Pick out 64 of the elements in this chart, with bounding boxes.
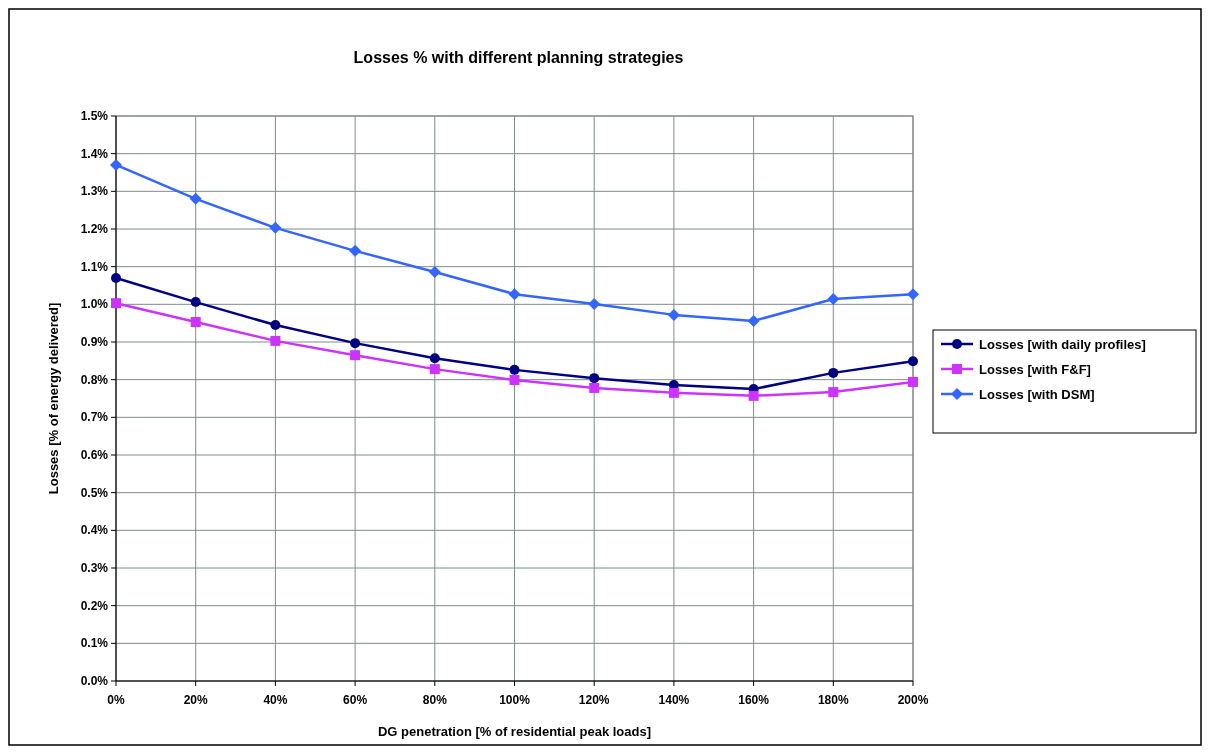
y-tick-label: 1.0% bbox=[80, 297, 109, 312]
point bbox=[827, 293, 840, 306]
y-tick-label: 1.4% bbox=[80, 146, 109, 161]
point bbox=[509, 364, 520, 375]
y-tick-label: 0.4% bbox=[80, 523, 109, 538]
point bbox=[668, 387, 679, 398]
point bbox=[907, 288, 919, 301]
point bbox=[111, 298, 121, 309]
legend-label: Losses [with daily profiles] bbox=[979, 337, 1146, 352]
point bbox=[588, 297, 601, 310]
x-tick-label: 60% bbox=[343, 693, 368, 707]
point bbox=[349, 244, 362, 257]
point bbox=[111, 272, 121, 283]
x-tick-label: 140% bbox=[658, 693, 690, 707]
y-tick-label: 0.0% bbox=[80, 674, 109, 688]
point bbox=[189, 192, 202, 205]
y-tick-label: 0.8% bbox=[80, 372, 109, 387]
x-tick-label: 100% bbox=[499, 693, 531, 707]
y-tick-label: 1.3% bbox=[80, 184, 109, 199]
y-tick-label: 1.2% bbox=[80, 222, 109, 236]
point bbox=[508, 288, 521, 301]
point bbox=[270, 335, 281, 346]
x-tick-label: 40% bbox=[263, 693, 288, 707]
point bbox=[828, 367, 839, 378]
point bbox=[110, 158, 122, 171]
point bbox=[428, 265, 441, 278]
y-tick-label: 0.2% bbox=[80, 598, 109, 613]
x-tick-label: 80% bbox=[422, 693, 448, 707]
y-tick-label: 0.6% bbox=[80, 448, 109, 462]
point bbox=[908, 376, 918, 387]
y-axis-title: Losses [% of energy delivered] bbox=[46, 302, 61, 495]
point bbox=[190, 297, 201, 308]
y-tick-label: 1.5% bbox=[80, 109, 109, 123]
point bbox=[908, 356, 918, 367]
x-tick-label: 20% bbox=[183, 693, 209, 707]
point bbox=[190, 317, 201, 328]
point bbox=[828, 387, 839, 398]
point bbox=[350, 338, 361, 349]
point bbox=[509, 375, 520, 386]
y-tick-label: 1.1% bbox=[80, 259, 109, 274]
point bbox=[269, 221, 282, 234]
point bbox=[429, 364, 440, 375]
point bbox=[747, 314, 760, 327]
point bbox=[748, 390, 759, 401]
y-tick-label: 0.5% bbox=[80, 485, 109, 500]
point bbox=[270, 320, 281, 331]
point bbox=[589, 382, 600, 393]
legend-label: Losses [with F&F] bbox=[979, 362, 1091, 377]
point bbox=[667, 308, 680, 321]
y-tick-label: 0.1% bbox=[80, 636, 109, 651]
x-tick-label: 180% bbox=[817, 693, 849, 707]
point bbox=[589, 373, 600, 384]
legend-label: Losses [with DSM] bbox=[979, 387, 1095, 402]
y-tick-label: 0.3% bbox=[80, 561, 109, 575]
x-tick-label: 160% bbox=[738, 693, 770, 707]
x-tick-label: 200% bbox=[897, 693, 929, 707]
y-tick-label: 0.7% bbox=[80, 410, 109, 425]
x-tick-label: 120% bbox=[578, 693, 610, 707]
point bbox=[429, 353, 440, 364]
x-tick-label: 0% bbox=[107, 693, 125, 707]
y-tick-label: 0.9% bbox=[80, 335, 109, 349]
x-axis-title: DG penetration [% of residential peak loads] bbox=[377, 724, 652, 739]
point bbox=[350, 350, 361, 361]
chart-title: Losses % with different planning strategies bbox=[353, 49, 684, 66]
